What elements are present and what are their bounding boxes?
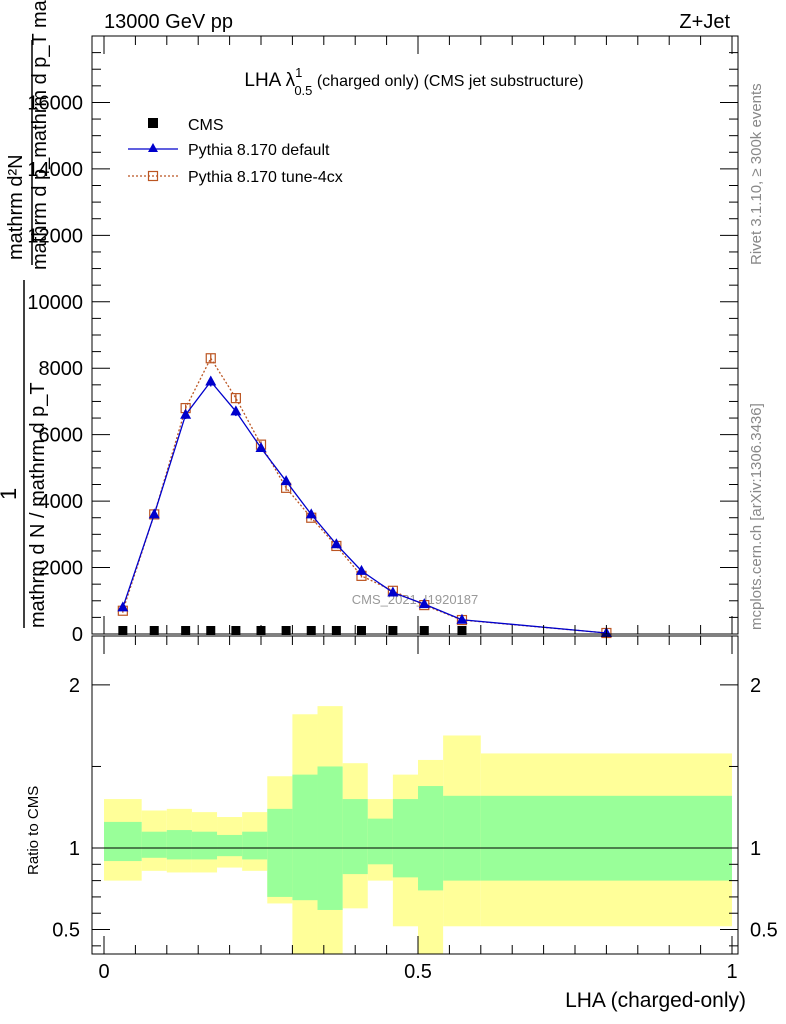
- ratio-frame: [91, 635, 739, 955]
- chart-title-rest: (charged only) (CMS jet substructure): [312, 73, 583, 90]
- ratio-ytick-label: 2: [69, 675, 80, 697]
- legend-marker-cms: [148, 118, 158, 128]
- ratio-xtick-label: 0.5: [404, 961, 432, 983]
- ratio-band-inner: [392, 799, 418, 878]
- main-panel: LHA λ1 0.5 (charged only) (CMS jet substr…: [0, 0, 739, 646]
- ratio-ytick-label: 0.5: [52, 920, 80, 942]
- process-label: Z+Jet: [679, 11, 730, 33]
- pythia-default-point: [230, 405, 242, 416]
- rivet-label: Rivet 3.1.10, ≥ 300k events: [748, 83, 765, 265]
- cms-point: [281, 626, 291, 636]
- y-label-denominator: mathrm d p_mathrm d p_T mathrm d lambda: [29, 0, 51, 270]
- chart-title: LHA λ1 0.5 (charged only) (CMS jet substr…: [244, 65, 583, 98]
- cms-point: [231, 626, 241, 636]
- legend-label-default: Pythia 8.170 default: [188, 142, 330, 159]
- ratio-band-inner: [480, 795, 732, 881]
- main-ytick-label: 16000: [27, 92, 83, 114]
- y-label-prefix-denominator: mathrm d N / mathrm d p_T: [27, 382, 49, 628]
- main-ytick-label: 2000: [39, 558, 84, 580]
- pythia-default-point: [180, 408, 192, 419]
- pythia-default-point: [280, 475, 292, 486]
- cms-point: [356, 626, 366, 636]
- pythia-default-point: [305, 508, 317, 519]
- y-axis-label: mathrm d²N mathrm d p_mathrm d p_T mathr…: [0, 0, 51, 628]
- pythia-default-point: [148, 508, 160, 519]
- ratio-panel: 0.5 0.5 1 1 2 2 0 0.5 1 Ratio to CMS LHA (charge…: [25, 635, 778, 1012]
- main-ytick-label-zero: 0: [72, 624, 83, 646]
- chart-title-sub: 0.5: [294, 83, 312, 98]
- legend: CMS Pythia 8.170 default Pythia 8.170 tu…: [128, 117, 343, 186]
- cms-point: [118, 626, 128, 636]
- chart-title-main: LHA λ: [244, 70, 295, 91]
- y-label-numerator: mathrm d²N: [5, 154, 27, 260]
- ratio-band-inner: [317, 766, 343, 910]
- pythia-default-line: [122, 380, 607, 634]
- ratio-band-inner: [141, 831, 167, 858]
- legend-marker-tune: [147, 170, 159, 182]
- legend-label-cms: CMS: [188, 117, 224, 134]
- tune-4cx-point: [230, 393, 241, 404]
- pythia-default-point: [355, 564, 367, 575]
- ratio-xtick-label: 0: [98, 961, 109, 983]
- cms-point: [206, 626, 216, 636]
- ratio-band-inner: [443, 795, 481, 881]
- ratio-band-inner: [217, 834, 243, 857]
- main-ytick-label: 4000: [39, 491, 84, 513]
- ratio-band-inner: [267, 808, 293, 897]
- ratio-y-label: Ratio to CMS: [25, 786, 42, 875]
- main-ytick-label: 10000: [27, 292, 83, 314]
- cms-point: [419, 626, 429, 636]
- ratio-xtick-label: 1: [726, 961, 737, 983]
- tune-4cx-point: [205, 353, 216, 364]
- ratio-band-inner: [191, 831, 218, 860]
- pythia-default-point: [330, 538, 342, 549]
- mcplots-label: mcplots.cern.ch [arXiv:1306.3436]: [748, 403, 765, 630]
- cms-point: [181, 626, 191, 636]
- cms-point: [331, 626, 341, 636]
- ratio-ytick-label-right: 2: [750, 675, 761, 697]
- cms-point: [306, 626, 316, 636]
- legend-label-tune: Pythia 8.170 tune-4cx: [188, 169, 343, 186]
- ratio-band-inner: [367, 818, 393, 865]
- ratio-ytick-label-right: 0.5: [750, 920, 778, 942]
- pythia-default-point: [456, 613, 468, 624]
- ratio-ytick-label: 1: [69, 838, 80, 860]
- cms-point: [388, 626, 398, 636]
- watermark: CMS_2021_I1920187: [352, 592, 479, 607]
- pythia-default-point: [117, 601, 129, 612]
- main-ytick-label: 8000: [39, 358, 84, 380]
- ratio-ytick-label-right: 1: [750, 838, 761, 860]
- pythia-default-point: [387, 586, 399, 597]
- energy-label: 13000 GeV pp: [104, 11, 233, 33]
- chart-title-sup: 1: [295, 65, 302, 80]
- ratio-band-inner: [104, 821, 142, 862]
- legend-marker-default: [148, 143, 158, 152]
- ratio-band-inner: [166, 830, 192, 860]
- pythia-default-point: [255, 441, 267, 452]
- ratio-band-inner: [342, 799, 368, 875]
- main-ytick-label: 12000: [27, 225, 83, 247]
- pythia-default-point: [418, 598, 430, 609]
- cms-point: [149, 626, 159, 636]
- ratio-band-inner: [242, 831, 268, 860]
- ratio-band-inner: [292, 774, 318, 901]
- x-axis-label: LHA (charged-only): [565, 989, 746, 1012]
- ratio-band-inner: [418, 786, 444, 891]
- main-ytick-label: 14000: [27, 159, 83, 181]
- y-label-prefix: 1: [0, 488, 21, 500]
- pythia-default-point: [205, 375, 217, 386]
- main-ytick-label: 6000: [39, 425, 84, 447]
- cms-point: [457, 626, 467, 636]
